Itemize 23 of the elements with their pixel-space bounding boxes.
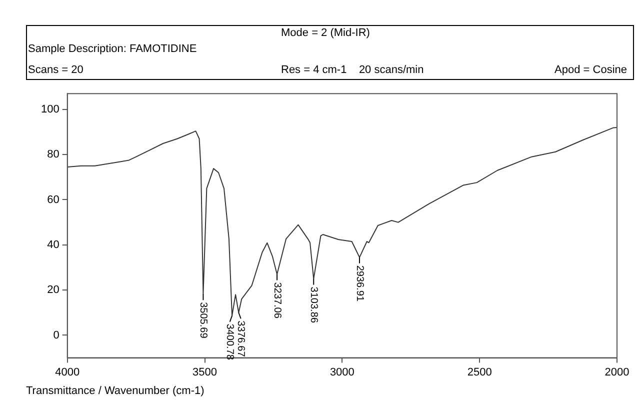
- x-tick-label: 3000: [330, 366, 354, 378]
- y-tick-label: 40: [47, 238, 60, 251]
- annotation: 3103.86: [308, 286, 319, 324]
- y-tick-label: 100: [40, 103, 60, 116]
- text: Apod = Cosine: [554, 64, 627, 76]
- y-tick-label: 20: [47, 284, 60, 296]
- text: Sample Description: FAMOTIDINE: [28, 43, 197, 55]
- annotation: 2936.91: [354, 265, 365, 302]
- x-tick-label: 2000: [604, 366, 630, 378]
- x-tick-label: 4000: [55, 366, 80, 378]
- annotation: 3376.67: [235, 320, 246, 358]
- annotation: 3505.69: [197, 302, 208, 339]
- annotation: 3237.06: [271, 282, 282, 319]
- x-tick-label: 3500: [192, 366, 218, 378]
- text: Res = 4 cm-1 20 scans/min: [281, 64, 424, 76]
- y-tick-label: 0: [53, 329, 60, 342]
- y-tick-label: 60: [47, 194, 60, 206]
- x-axis-title: Transmittance / Wavenumber (cm-1): [26, 385, 204, 397]
- text: Scans = 20: [28, 64, 84, 76]
- annotation: 3400.78: [224, 324, 236, 360]
- y-tick-label: 80: [47, 148, 60, 161]
- x-tick-label: 2500: [467, 366, 492, 378]
- chart-title: Mode = 2 (Mid-IR): [281, 27, 370, 39]
